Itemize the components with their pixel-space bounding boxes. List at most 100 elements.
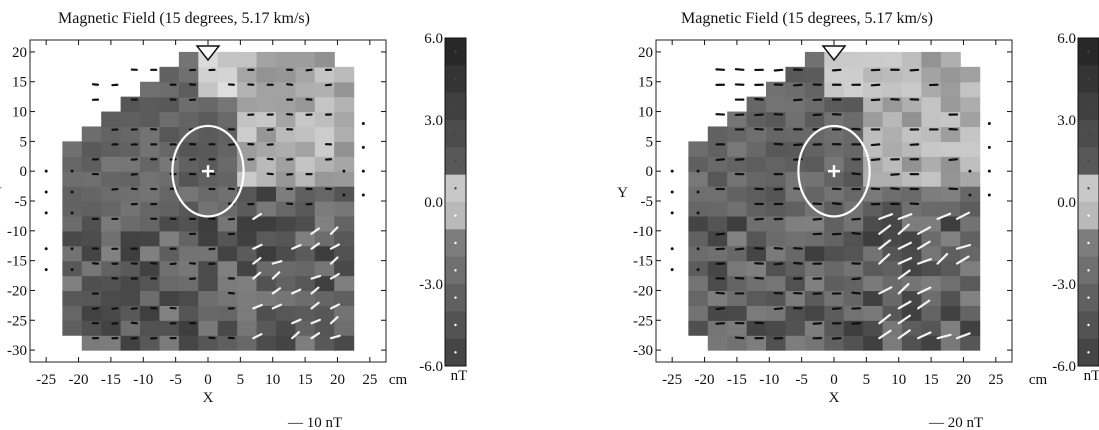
y-tick-label: -25	[633, 313, 653, 329]
heatmap-cell	[295, 81, 316, 98]
x-tick-label: -5	[795, 372, 808, 388]
field-vector-arrow	[754, 97, 764, 101]
magnetic-field-panel-left: Magnetic Field (15 degrees, 5.17 km/s) -…	[0, 0, 520, 430]
heatmap-cell	[688, 201, 709, 217]
heatmap-cell	[81, 275, 102, 292]
heatmap-cell	[688, 305, 709, 321]
y-tick-label: -20	[7, 283, 27, 299]
heatmap-cell	[921, 186, 942, 202]
vector-dot	[696, 268, 700, 272]
heatmap-cell	[940, 260, 961, 277]
heatmap-cell	[237, 260, 258, 277]
heatmap-cell	[785, 215, 806, 232]
vector-dot	[361, 145, 365, 149]
colorbar-tick-label: -6.0	[1052, 359, 1076, 375]
heatmap-cell	[217, 111, 238, 128]
vector-dot	[361, 193, 365, 197]
heatmap-cell	[940, 290, 961, 306]
x-tick-label: 10	[891, 372, 906, 388]
heatmap-cell	[940, 335, 961, 351]
field-vector-arrow	[271, 303, 283, 310]
vector-dot	[987, 193, 991, 197]
field-vector-arrow	[329, 256, 339, 265]
colorbar-dot	[1087, 50, 1090, 53]
heatmap-cell	[81, 186, 102, 202]
heatmap-cell	[334, 245, 355, 262]
heatmap-cell	[237, 186, 258, 202]
heatmap-cell	[688, 215, 709, 232]
field-vector-arrow	[917, 240, 931, 250]
field-vector-arrow	[734, 247, 745, 251]
heatmap-cell	[159, 126, 180, 142]
heatmap-cell	[960, 66, 981, 83]
field-vector-arrow	[310, 332, 321, 340]
colorbar-unit-label: nT	[1084, 368, 1099, 384]
heatmap-cell	[295, 320, 316, 336]
heatmap-cell	[275, 245, 296, 262]
heatmap-cell	[256, 201, 277, 217]
heatmap-cell	[863, 230, 884, 247]
heatmap-cell	[198, 275, 219, 292]
colorbar-dot	[1087, 187, 1090, 190]
heatmap-cell	[727, 260, 748, 277]
field-vector-arrow	[936, 252, 949, 265]
heatmap-cell	[314, 96, 335, 113]
heatmap-cell	[746, 230, 767, 247]
heatmap-cell	[334, 171, 355, 187]
field-vector-arrow	[897, 314, 911, 325]
heatmap-cell	[766, 156, 787, 172]
heatmap-cell	[901, 81, 922, 98]
heatmap-cell	[140, 230, 161, 247]
heatmap-cell	[81, 230, 102, 247]
heatmap-cell	[140, 81, 161, 98]
field-vector-arrow	[291, 288, 302, 295]
heatmap-cell	[863, 111, 884, 128]
field-vector-arrow	[851, 172, 861, 176]
heatmap-cell	[178, 245, 199, 262]
y-tick-label: -25	[7, 313, 27, 329]
heatmap-cell	[688, 230, 709, 247]
field-vector-arrow	[252, 333, 263, 340]
y-tick-label: -5	[15, 194, 28, 210]
heatmap-cell	[275, 275, 296, 292]
vector-dot	[70, 211, 74, 215]
heatmap-cell	[101, 230, 122, 247]
heatmap-cell	[62, 245, 83, 262]
heatmap-cell	[120, 290, 141, 306]
heatmap-cell	[785, 335, 806, 351]
heatmap-cell	[746, 141, 767, 157]
field-vector-arrow	[812, 217, 823, 221]
field-vector-arrow	[831, 307, 842, 310]
heatmap-cell	[120, 230, 141, 247]
y-tick-label: 10	[12, 105, 27, 121]
heatmap-cell	[140, 320, 161, 336]
heatmap-cell	[295, 290, 316, 306]
heatmap-cell	[275, 260, 296, 277]
heatmap-cell	[334, 230, 355, 247]
field-vector-arrow	[793, 261, 803, 265]
field-vector-arrow	[773, 68, 784, 72]
heatmap-cell	[334, 126, 355, 142]
heatmap-cell	[275, 335, 296, 351]
heatmap-cell	[863, 51, 884, 68]
heatmap-cell	[785, 230, 806, 247]
heatmap-cell	[178, 111, 199, 128]
heatmap-cell	[314, 215, 335, 232]
field-vector-arrow	[955, 332, 971, 340]
heatmap-cell	[746, 171, 767, 187]
vector-dot	[670, 268, 674, 272]
heatmap-cell	[960, 171, 981, 187]
y-tick-label: -20	[633, 283, 653, 299]
heatmap-cell	[178, 335, 199, 351]
heatmap-cell	[940, 215, 961, 232]
field-vector-arrow	[329, 334, 341, 340]
field-vector-arrow	[897, 257, 913, 265]
x-tick-label: -10	[759, 372, 779, 388]
heatmap-cell	[314, 230, 335, 247]
heatmap-cell	[256, 245, 277, 262]
heatmap-cell	[863, 171, 884, 187]
heatmap-cell	[688, 275, 709, 292]
field-vector-arrow	[793, 143, 803, 147]
heatmap-cell	[217, 66, 238, 83]
heatmap-chart-left: -25 -20 -15 -10 -5 0 5 10 15 20 25 20 15 10 5 0 -5 -10 -15…	[0, 31, 467, 430]
